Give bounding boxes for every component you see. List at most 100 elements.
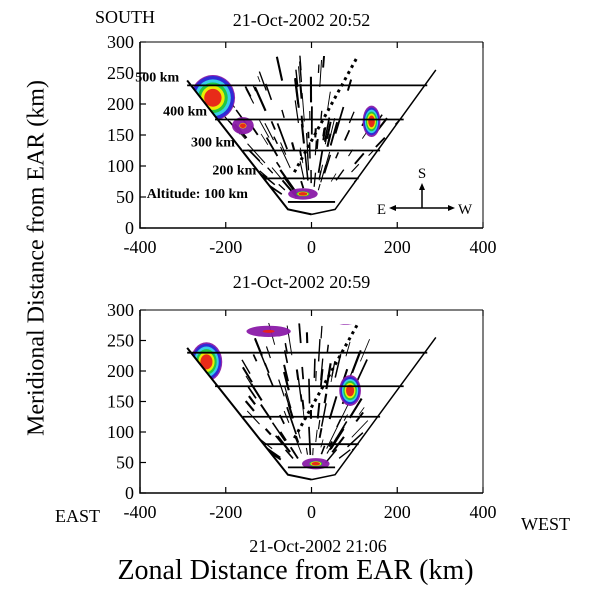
clutter-streak xyxy=(281,109,285,119)
echo-east-patch-green xyxy=(198,82,228,114)
clutter-striations xyxy=(195,54,415,198)
clutter-streak xyxy=(254,86,267,112)
clutter-streak xyxy=(279,431,287,442)
compass-arrowhead-left xyxy=(389,205,396,211)
clutter-streak xyxy=(322,127,326,137)
clutter-streak xyxy=(386,419,395,427)
clutter-streak xyxy=(328,117,336,144)
clutter-streak xyxy=(218,410,235,423)
clutter-streak xyxy=(284,393,294,418)
clutter-streak xyxy=(351,420,369,438)
clutter-streak xyxy=(245,88,255,104)
clutter-streak xyxy=(320,369,324,386)
axes-frame xyxy=(139,42,483,229)
clutter-streak xyxy=(270,120,276,130)
clutter-streak xyxy=(361,116,368,127)
clutter-streak xyxy=(406,407,429,422)
clutter-streak xyxy=(301,93,305,122)
echo-west-patch-purple xyxy=(339,375,361,406)
clutter-streak xyxy=(388,409,397,417)
clutter-streak xyxy=(246,163,263,177)
clutter-streak xyxy=(247,149,264,166)
clutter-streak xyxy=(326,121,332,139)
x-tick-label: 200 xyxy=(384,502,411,522)
clutter-streak xyxy=(254,337,263,357)
clutter-streak xyxy=(369,166,376,172)
clutter-streak xyxy=(259,120,270,138)
clutter-streak xyxy=(343,129,351,141)
clutter-streak xyxy=(235,109,248,126)
clutter-streak xyxy=(404,413,417,422)
clutter-streak xyxy=(297,322,302,344)
clutter-streak xyxy=(381,427,394,436)
x-tick-label: -200 xyxy=(209,237,242,257)
echo-east-patch-red xyxy=(200,354,213,370)
clutter-streak xyxy=(300,115,304,123)
clutter-streak xyxy=(336,418,342,428)
clutter-streak xyxy=(351,350,362,374)
x-tick-label: -400 xyxy=(124,502,157,522)
clutter-streak xyxy=(245,375,260,398)
echo-regions xyxy=(190,322,361,470)
clutter-streak xyxy=(298,66,301,84)
clutter-streak xyxy=(346,432,364,448)
clutter-streak xyxy=(345,341,351,357)
clutter-streak xyxy=(338,449,351,459)
echo-tail-patch-red xyxy=(239,123,246,129)
clutter-streak xyxy=(328,441,333,448)
clutter-streak xyxy=(254,339,267,366)
clutter-streak xyxy=(291,142,296,151)
clutter-streak xyxy=(286,325,293,356)
clutter-streak xyxy=(356,359,368,382)
cone-edge-right xyxy=(311,337,437,481)
x-tick-label: -400 xyxy=(124,237,157,257)
clutter-streak xyxy=(300,123,305,144)
clutter-streak xyxy=(265,346,271,359)
clutter-streak xyxy=(400,387,408,395)
altitude-ring-label: 500 km xyxy=(135,70,179,85)
y-tick-label: 0 xyxy=(125,483,134,503)
clutter-streak xyxy=(295,435,300,444)
next-panel-title: 21-Oct-2002 21:06 xyxy=(249,536,386,556)
clutter-streak xyxy=(280,146,291,169)
echo-west-patch-green xyxy=(343,380,357,401)
clutter-streak xyxy=(259,170,268,178)
clutter-streak xyxy=(325,363,332,390)
echo-upper-band-red xyxy=(262,329,275,333)
clutter-streak xyxy=(320,439,324,448)
echo-east-patch-red xyxy=(204,88,222,107)
echo-east-patch-blue xyxy=(191,343,221,380)
clutter-streak xyxy=(355,411,364,423)
clutter-streak xyxy=(231,411,249,427)
clutter-streak xyxy=(297,430,301,439)
y-tick-label: 200 xyxy=(107,361,134,381)
clutter-streak xyxy=(283,350,289,364)
clutter-streak xyxy=(320,358,324,381)
clutter-streak xyxy=(244,86,252,97)
clutter-streak xyxy=(281,179,298,198)
clutter-streak xyxy=(231,415,242,425)
echo-west-patch-red xyxy=(346,384,355,397)
echo-east-patch-purple xyxy=(190,342,223,382)
clutter-streak xyxy=(327,91,331,110)
clutter-streak xyxy=(343,414,348,422)
clutter-streak xyxy=(348,398,363,419)
clutter-streak xyxy=(335,169,345,181)
clutter-streak xyxy=(297,377,303,402)
echo-east-patch-yellow xyxy=(198,351,215,372)
altitude-ring-label: 400 km xyxy=(163,105,207,120)
clutter-streak xyxy=(308,378,311,404)
clutter-streak xyxy=(271,422,286,442)
clutter-streak xyxy=(258,439,265,445)
clutter-streak xyxy=(221,418,228,424)
clutter-streak xyxy=(276,435,291,453)
clutter-streak xyxy=(330,371,334,383)
clutter-streak xyxy=(317,150,324,173)
clutter-streak xyxy=(279,169,297,193)
echo-low-patch-purple xyxy=(301,458,330,470)
clutter-streak xyxy=(322,54,326,68)
clutter-streak xyxy=(299,161,305,180)
clutter-streak xyxy=(248,395,256,405)
y-tick-label: 250 xyxy=(107,331,134,351)
clutter-streak xyxy=(320,164,327,183)
